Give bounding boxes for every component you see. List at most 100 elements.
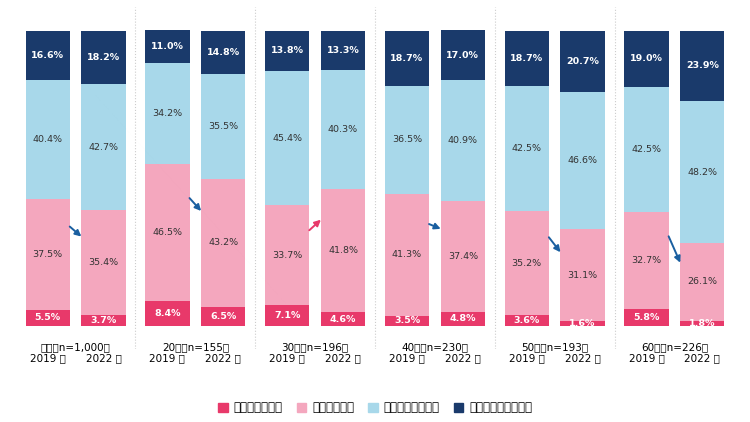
Bar (385, 194, 429, 316)
Text: 42.5%: 42.5% (512, 144, 542, 153)
Bar (625, 87, 669, 212)
Bar (81, 30, 125, 84)
Text: 13.3%: 13.3% (327, 46, 359, 55)
Bar (680, 30, 724, 101)
Bar (146, 164, 190, 301)
Text: 17.0%: 17.0% (446, 51, 479, 60)
Text: 11.0%: 11.0% (151, 42, 184, 51)
Bar (441, 201, 485, 312)
Bar (441, 81, 485, 201)
Text: 3.7%: 3.7% (90, 316, 116, 325)
Text: 37.4%: 37.4% (448, 252, 478, 261)
Bar (505, 30, 549, 86)
Bar (385, 316, 429, 326)
Bar (201, 179, 245, 307)
Bar (321, 30, 365, 70)
Text: 18.7%: 18.7% (510, 54, 543, 63)
Bar (26, 30, 70, 80)
Text: 3.5%: 3.5% (394, 316, 420, 325)
Bar (560, 321, 604, 326)
Text: 36.5%: 36.5% (392, 135, 422, 144)
Text: 6.5%: 6.5% (210, 312, 236, 321)
Bar (201, 74, 245, 179)
Bar (26, 80, 70, 199)
Text: 34.2%: 34.2% (152, 109, 182, 118)
Bar (441, 30, 485, 81)
Text: 41.8%: 41.8% (328, 246, 358, 255)
Bar (265, 206, 309, 305)
Bar (321, 70, 365, 189)
Text: 20.7%: 20.7% (566, 57, 599, 66)
Bar (441, 312, 485, 326)
Bar (505, 211, 549, 315)
Text: 42.5%: 42.5% (632, 145, 662, 154)
Text: 35.4%: 35.4% (88, 258, 118, 267)
Bar (146, 301, 190, 326)
Text: 1.8%: 1.8% (689, 319, 715, 328)
Bar (265, 30, 309, 71)
Bar (321, 312, 365, 326)
Text: 42.7%: 42.7% (88, 143, 118, 152)
Bar (81, 315, 125, 326)
Text: 50代（n=193）: 50代（n=193） (521, 342, 588, 352)
Bar (321, 189, 365, 312)
Bar (26, 310, 70, 326)
Bar (81, 211, 125, 315)
Text: 14.8%: 14.8% (207, 48, 240, 57)
Bar (680, 321, 724, 326)
Text: 41.3%: 41.3% (392, 250, 422, 259)
Text: 4.8%: 4.8% (449, 314, 476, 323)
Text: 40.9%: 40.9% (448, 136, 478, 145)
Bar (265, 71, 309, 206)
Text: 46.6%: 46.6% (568, 156, 598, 165)
Text: 26.1%: 26.1% (687, 278, 717, 287)
Text: 1.6%: 1.6% (569, 319, 596, 328)
Text: 19.0%: 19.0% (630, 54, 663, 63)
Bar (385, 30, 429, 86)
Bar (201, 307, 245, 326)
Text: 13.8%: 13.8% (271, 46, 304, 55)
Text: 37.5%: 37.5% (32, 250, 63, 259)
Text: 8.4%: 8.4% (154, 309, 181, 318)
Text: 40.4%: 40.4% (33, 135, 63, 144)
Bar (680, 243, 724, 321)
Bar (265, 305, 309, 326)
Bar (625, 309, 669, 326)
Text: 60代（n=226）: 60代（n=226） (641, 342, 708, 352)
Text: 32.7%: 32.7% (632, 256, 662, 265)
Text: 4.6%: 4.6% (330, 314, 356, 324)
Text: 30代（n=196）: 30代（n=196） (281, 342, 349, 352)
Text: 5.5%: 5.5% (34, 313, 61, 322)
Bar (560, 92, 604, 229)
Bar (505, 86, 549, 211)
Text: 40代（n=230）: 40代（n=230） (401, 342, 469, 352)
Text: 5.8%: 5.8% (633, 313, 660, 322)
Bar (201, 30, 245, 74)
Bar (680, 101, 724, 243)
Text: 3.6%: 3.6% (514, 316, 540, 325)
Text: 48.2%: 48.2% (687, 168, 717, 177)
Text: 46.5%: 46.5% (152, 228, 182, 237)
Legend: かなり影響する, やや影響する, あまり影響しない, まったく影響しない: かなり影響する, やや影響する, あまり影響しない, まったく影響しない (213, 397, 537, 419)
Bar (625, 212, 669, 309)
Text: 全体（n=1,000）: 全体（n=1,000） (40, 342, 110, 352)
Text: 23.9%: 23.9% (686, 61, 718, 70)
Bar (385, 86, 429, 194)
Text: 20代（n=155）: 20代（n=155） (162, 342, 229, 352)
Text: 7.1%: 7.1% (274, 311, 301, 320)
Bar (625, 30, 669, 87)
Text: 31.1%: 31.1% (568, 271, 598, 280)
Text: 40.3%: 40.3% (328, 125, 358, 134)
Text: 16.6%: 16.6% (32, 51, 64, 60)
Bar (146, 63, 190, 164)
Text: 43.2%: 43.2% (209, 238, 238, 247)
Text: 45.4%: 45.4% (272, 134, 302, 143)
Text: 18.2%: 18.2% (87, 53, 120, 62)
Text: 35.2%: 35.2% (512, 259, 542, 268)
Bar (505, 315, 549, 326)
Text: 18.7%: 18.7% (391, 54, 424, 63)
Bar (81, 84, 125, 211)
Bar (560, 229, 604, 321)
Bar (560, 30, 604, 92)
Bar (26, 199, 70, 310)
